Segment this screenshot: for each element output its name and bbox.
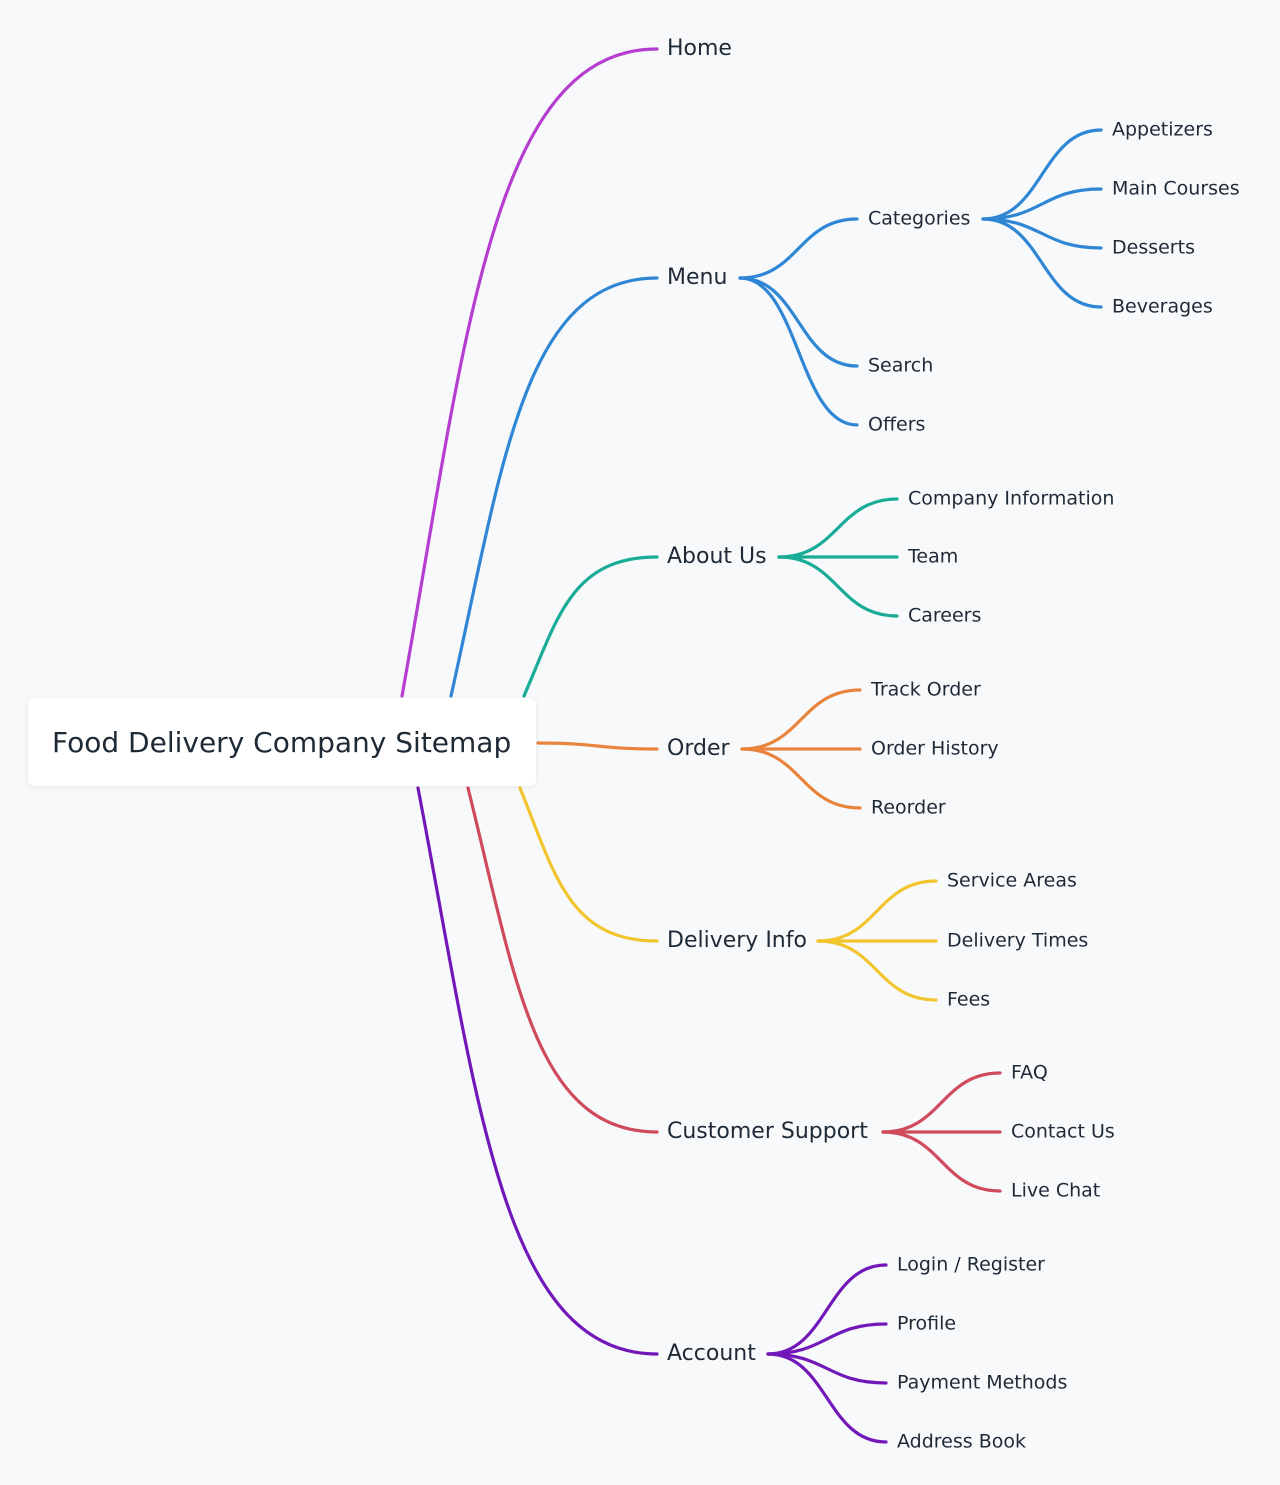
delivery-root-connector bbox=[518, 786, 659, 943]
home-root-connector bbox=[400, 47, 659, 698]
delivery-child-delivery-times[interactable]: Delivery Times bbox=[947, 929, 1089, 952]
menu-grandchild-connector-3 bbox=[981, 217, 1103, 309]
menu-child-categories[interactable]: Categories bbox=[868, 207, 971, 230]
account-child-address-book[interactable]: Address Book bbox=[897, 1430, 1026, 1453]
about-child-connector-0 bbox=[777, 497, 899, 559]
order-child-order-history[interactable]: Order History bbox=[871, 737, 999, 760]
order-child-reorder[interactable]: Reorder bbox=[871, 796, 946, 819]
order-root-connector bbox=[536, 741, 659, 751]
menu-grandchild-connector-2 bbox=[981, 217, 1103, 250]
account-child-profile[interactable]: Profile bbox=[897, 1312, 957, 1335]
account-root-connector bbox=[416, 786, 659, 1356]
category-desserts[interactable]: Desserts bbox=[1112, 236, 1195, 259]
order-child-connector-0 bbox=[740, 688, 862, 751]
delivery-child-connector-0 bbox=[816, 879, 938, 943]
menu-grandchild-connector-0 bbox=[981, 128, 1103, 221]
about-child-company-information[interactable]: Company Information bbox=[908, 487, 1115, 510]
root-label: Food Delivery Company Sitemap bbox=[52, 725, 512, 759]
support-child-connector-0 bbox=[881, 1071, 1002, 1134]
delivery-child-fees[interactable]: Fees bbox=[947, 988, 991, 1011]
category-appetizers[interactable]: Appetizers bbox=[1112, 118, 1213, 141]
account-child-login-register[interactable]: Login / Register bbox=[897, 1253, 1045, 1276]
support-node[interactable]: Customer Support bbox=[667, 1119, 868, 1144]
account-child-payment-methods[interactable]: Payment Methods bbox=[897, 1371, 1068, 1394]
account-node[interactable]: Account bbox=[667, 1341, 756, 1366]
account-child-connector-0 bbox=[766, 1263, 888, 1356]
menu-node[interactable]: Menu bbox=[667, 265, 728, 290]
menu-child-connector-2 bbox=[738, 276, 859, 427]
category-main-courses[interactable]: Main Courses bbox=[1112, 177, 1240, 200]
support-root-connector bbox=[466, 786, 659, 1134]
home-node[interactable]: Home bbox=[667, 36, 732, 61]
menu-child-connector-1 bbox=[738, 276, 859, 368]
about-child-team[interactable]: Team bbox=[908, 545, 959, 568]
order-child-track-order[interactable]: Track Order bbox=[871, 678, 981, 701]
about-node[interactable]: About Us bbox=[667, 544, 767, 569]
account-child-connector-3 bbox=[766, 1352, 888, 1444]
about-child-careers[interactable]: Careers bbox=[908, 604, 982, 627]
menu-child-connector-0 bbox=[738, 217, 859, 280]
about-child-connector-2 bbox=[777, 555, 899, 618]
account-child-connector-1 bbox=[766, 1322, 888, 1356]
support-child-contact-us[interactable]: Contact Us bbox=[1011, 1120, 1115, 1143]
order-child-connector-2 bbox=[740, 747, 862, 810]
delivery-node[interactable]: Delivery Info bbox=[667, 928, 807, 953]
menu-child-search[interactable]: Search bbox=[868, 354, 934, 377]
account-child-connector-2 bbox=[766, 1352, 888, 1385]
support-child-faq[interactable]: FAQ bbox=[1011, 1061, 1048, 1084]
menu-grandchild-connector-1 bbox=[981, 187, 1103, 221]
category-beverages[interactable]: Beverages bbox=[1112, 295, 1213, 318]
about-root-connector bbox=[522, 555, 659, 698]
menu-root-connector bbox=[449, 276, 659, 698]
support-child-connector-2 bbox=[881, 1130, 1002, 1193]
order-node[interactable]: Order bbox=[667, 736, 730, 761]
delivery-child-connector-2 bbox=[816, 939, 938, 1002]
menu-child-offers[interactable]: Offers bbox=[868, 413, 926, 436]
delivery-child-service-areas[interactable]: Service Areas bbox=[947, 869, 1077, 892]
support-child-live-chat[interactable]: Live Chat bbox=[1011, 1179, 1101, 1202]
root-node[interactable]: Food Delivery Company Sitemap bbox=[28, 698, 536, 786]
